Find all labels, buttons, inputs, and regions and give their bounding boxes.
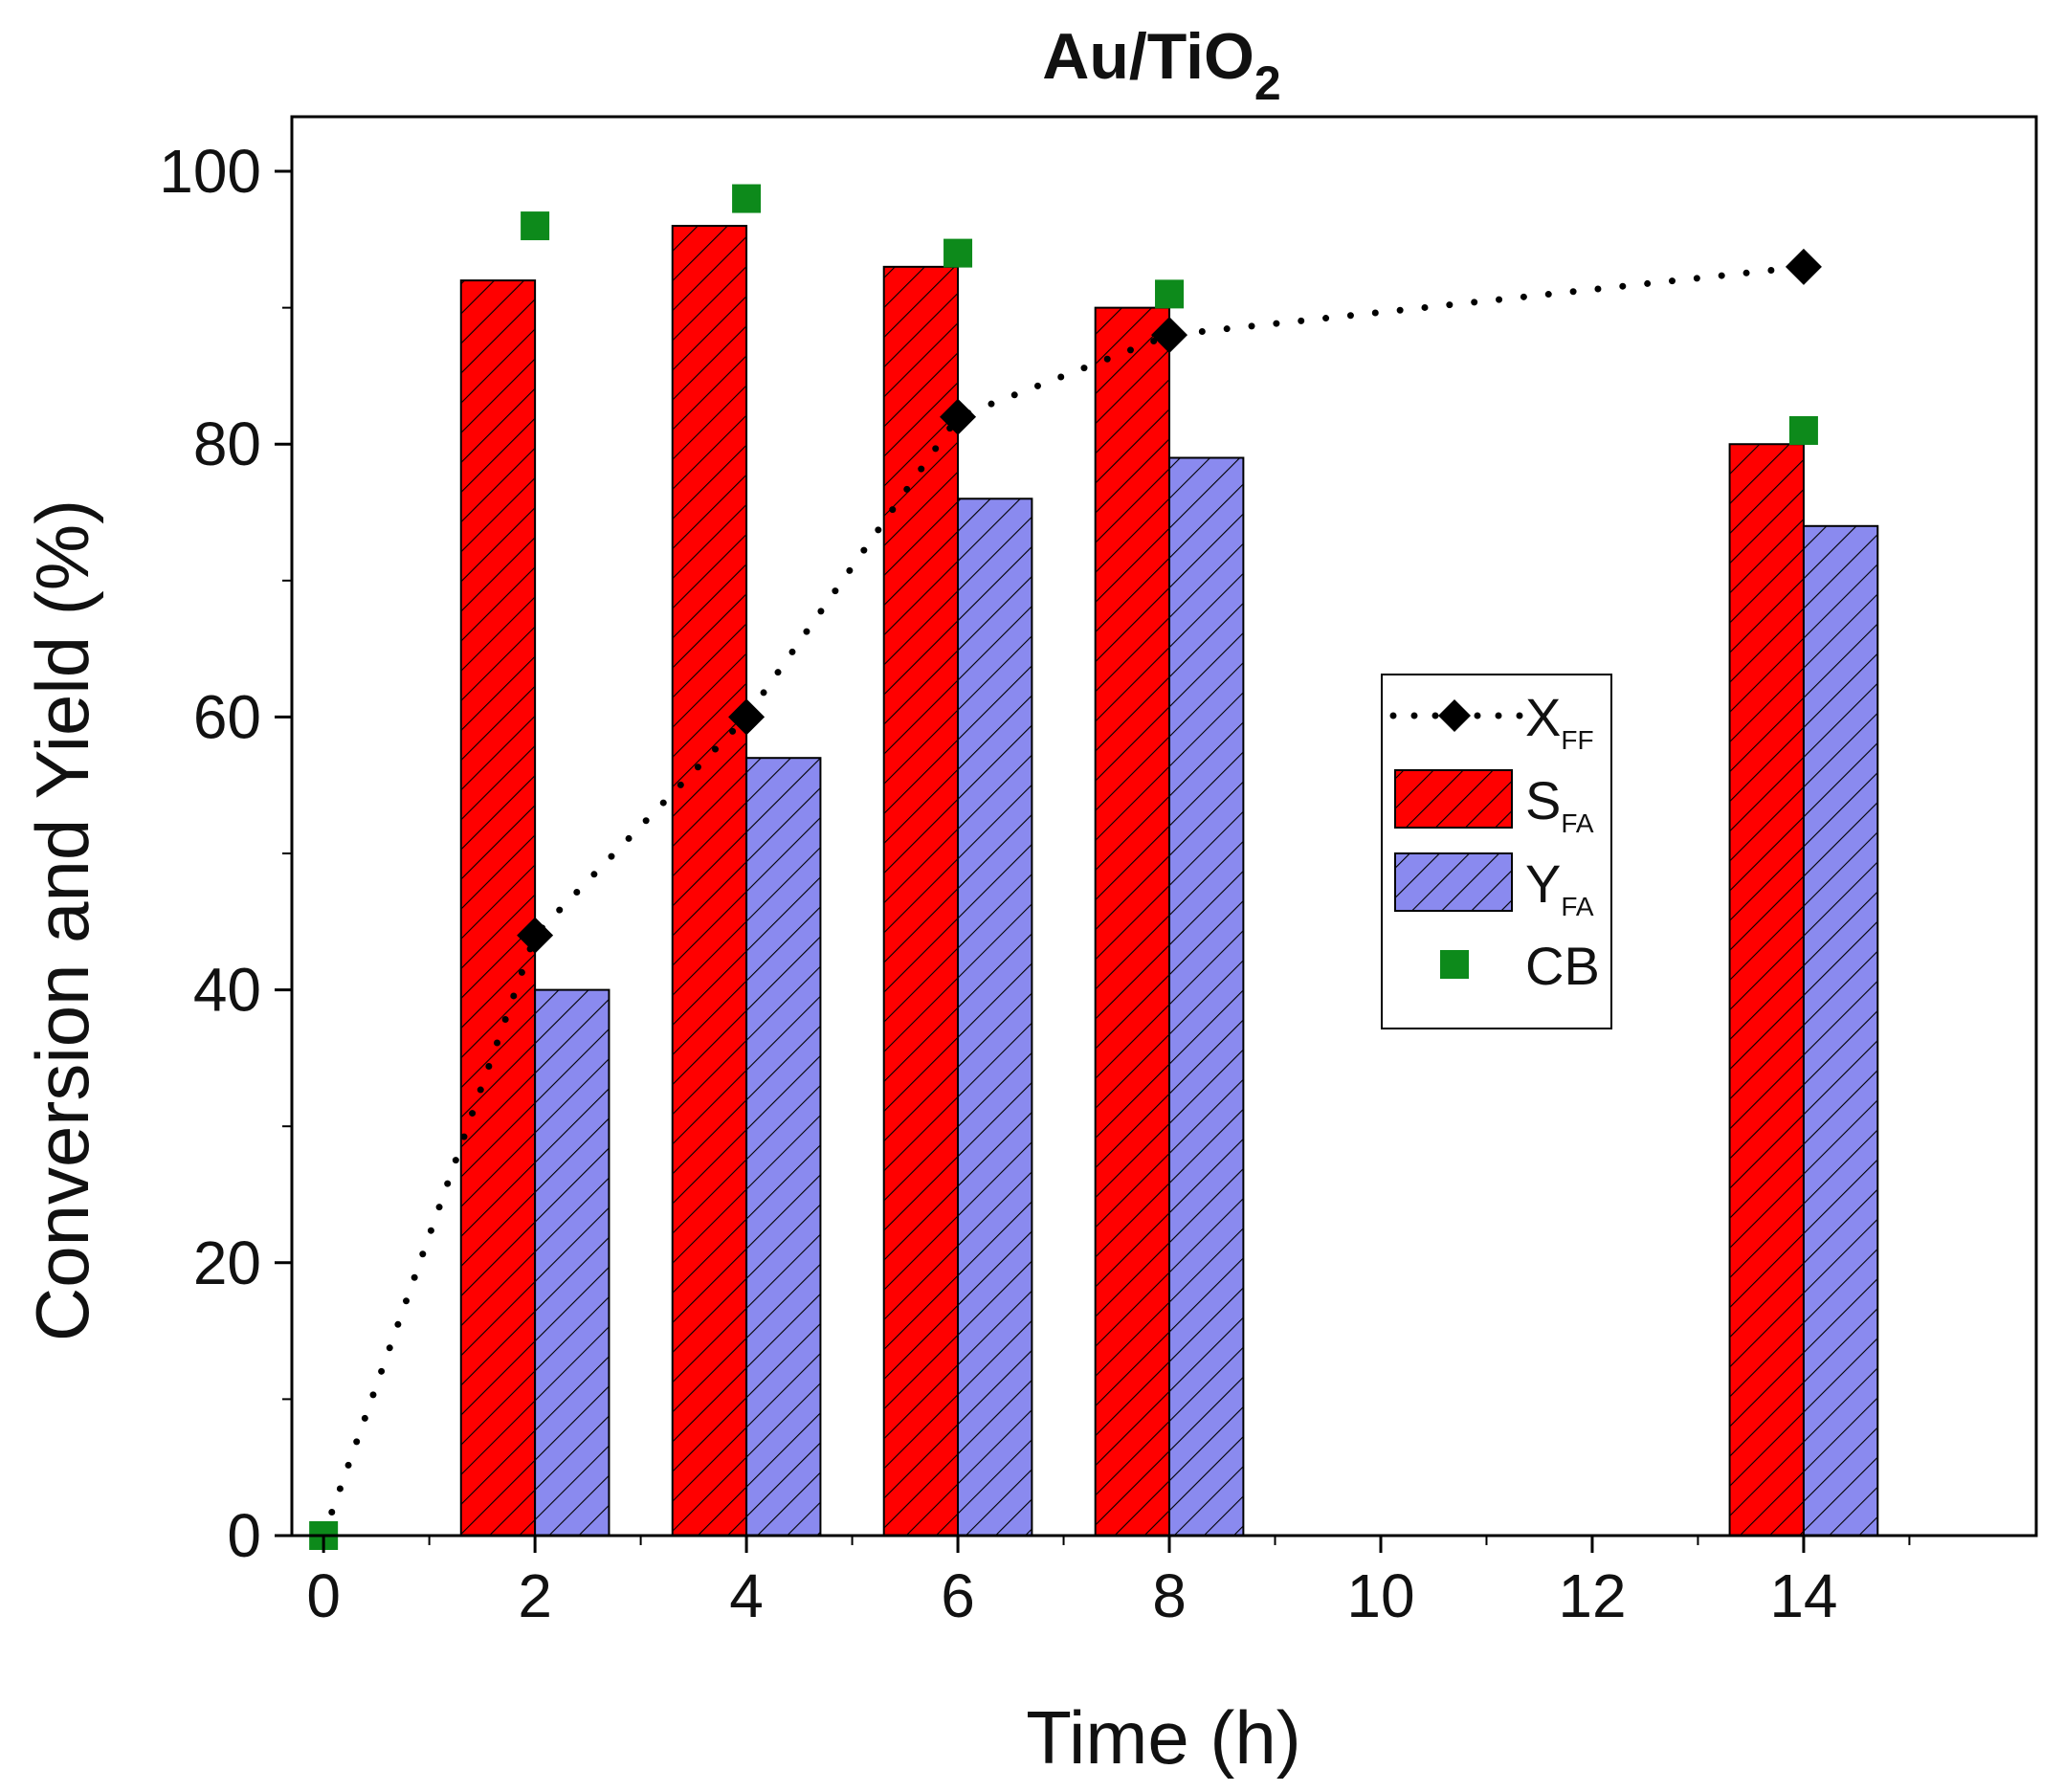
x-axis-label: Time (h) <box>1026 1695 1300 1780</box>
y-tick-label-0: 0 <box>227 1501 261 1570</box>
bar-hatch-s-t6 <box>883 266 959 1537</box>
bar-hatch-y-t2 <box>535 989 610 1536</box>
y-tick-label-60: 60 <box>193 682 261 751</box>
legend-box <box>1381 674 1612 1029</box>
bar-hatch-s-t14 <box>1729 444 1804 1537</box>
y-tick-label-20: 20 <box>193 1228 261 1297</box>
bar-hatch-s-t8 <box>1095 307 1170 1536</box>
x-tick-label-0: 0 <box>306 1561 341 1630</box>
legend-symbol-hatch-y-fa <box>1395 853 1512 911</box>
legend-label-cb: CB <box>1525 936 1600 996</box>
plot-frame <box>290 115 2038 1538</box>
x-tick-label-4: 4 <box>729 1561 764 1630</box>
line-layer <box>320 248 1822 1539</box>
legend-label-main-s-fa: S <box>1525 770 1561 830</box>
chart-title-subscript: 2 <box>1254 56 1281 110</box>
point-cb-t6 <box>943 238 973 268</box>
legend-label-main-cb: CB <box>1525 936 1600 996</box>
legend-label-main-x-ff: X <box>1525 687 1561 747</box>
legend-symbol-diamond-x-ff <box>1438 699 1471 732</box>
bars-layer <box>459 225 1879 1538</box>
bar-hatch-s-t2 <box>460 280 536 1537</box>
point-cb-t4 <box>732 184 762 213</box>
x-tick-label-14: 14 <box>1769 1561 1837 1630</box>
x-tick-label-12: 12 <box>1558 1561 1626 1630</box>
y-axis-label: Conversion and Yield (%) <box>20 499 104 1341</box>
legend-label-subscript-y-fa: FA <box>1561 892 1594 921</box>
y-tick-label-40: 40 <box>193 956 261 1025</box>
legend-symbol-hatch-s-fa <box>1395 770 1512 828</box>
x-tick-label-8: 8 <box>1152 1561 1187 1630</box>
point-x-ff-t8 <box>1151 317 1188 354</box>
x-tick-label-10: 10 <box>1346 1561 1414 1630</box>
point-cb-t8 <box>1155 279 1185 309</box>
bar-hatch-y-t4 <box>746 758 821 1536</box>
point-x-ff-t6 <box>940 398 977 435</box>
y-tick-label-80: 80 <box>193 409 261 478</box>
legend-label-main-y-fa: Y <box>1525 853 1561 914</box>
y-axis: 0 20 40 60 80 100 <box>159 137 292 1570</box>
x-tick-label-2: 2 <box>518 1561 552 1630</box>
legend-label-x-ff: XFF <box>1525 687 1594 755</box>
series-line-x-ff <box>320 263 1808 1539</box>
point-cb-t14 <box>1788 415 1818 445</box>
legend-label-s-fa: SFA <box>1525 770 1594 838</box>
chart-title: Au/TiO2 <box>1042 20 1280 110</box>
bar-hatch-y-t8 <box>1169 457 1244 1537</box>
point-x-ff-t4 <box>728 698 766 736</box>
point-x-ff-t2 <box>517 917 554 954</box>
point-x-ff-t14 <box>1785 248 1822 285</box>
legend-label-subscript-s-fa: FA <box>1561 808 1594 838</box>
legend-label-y-fa: YFA <box>1525 853 1594 921</box>
legend-symbol-square-cb <box>1440 950 1469 979</box>
chart-title-main: Au/TiO <box>1042 20 1254 93</box>
legend-label-subscript-x-ff: FF <box>1561 725 1593 755</box>
y-tick-label-100: 100 <box>159 137 261 206</box>
point-cb-t2 <box>521 211 550 241</box>
x-axis: 0 2 4 6 8 10 12 14 <box>306 1536 1911 1630</box>
bar-hatch-s-t4 <box>672 226 747 1537</box>
bar-hatch-y-t14 <box>1803 525 1878 1536</box>
bar-hatch-y-t6 <box>958 498 1032 1536</box>
x-tick-label-6: 6 <box>941 1561 975 1630</box>
